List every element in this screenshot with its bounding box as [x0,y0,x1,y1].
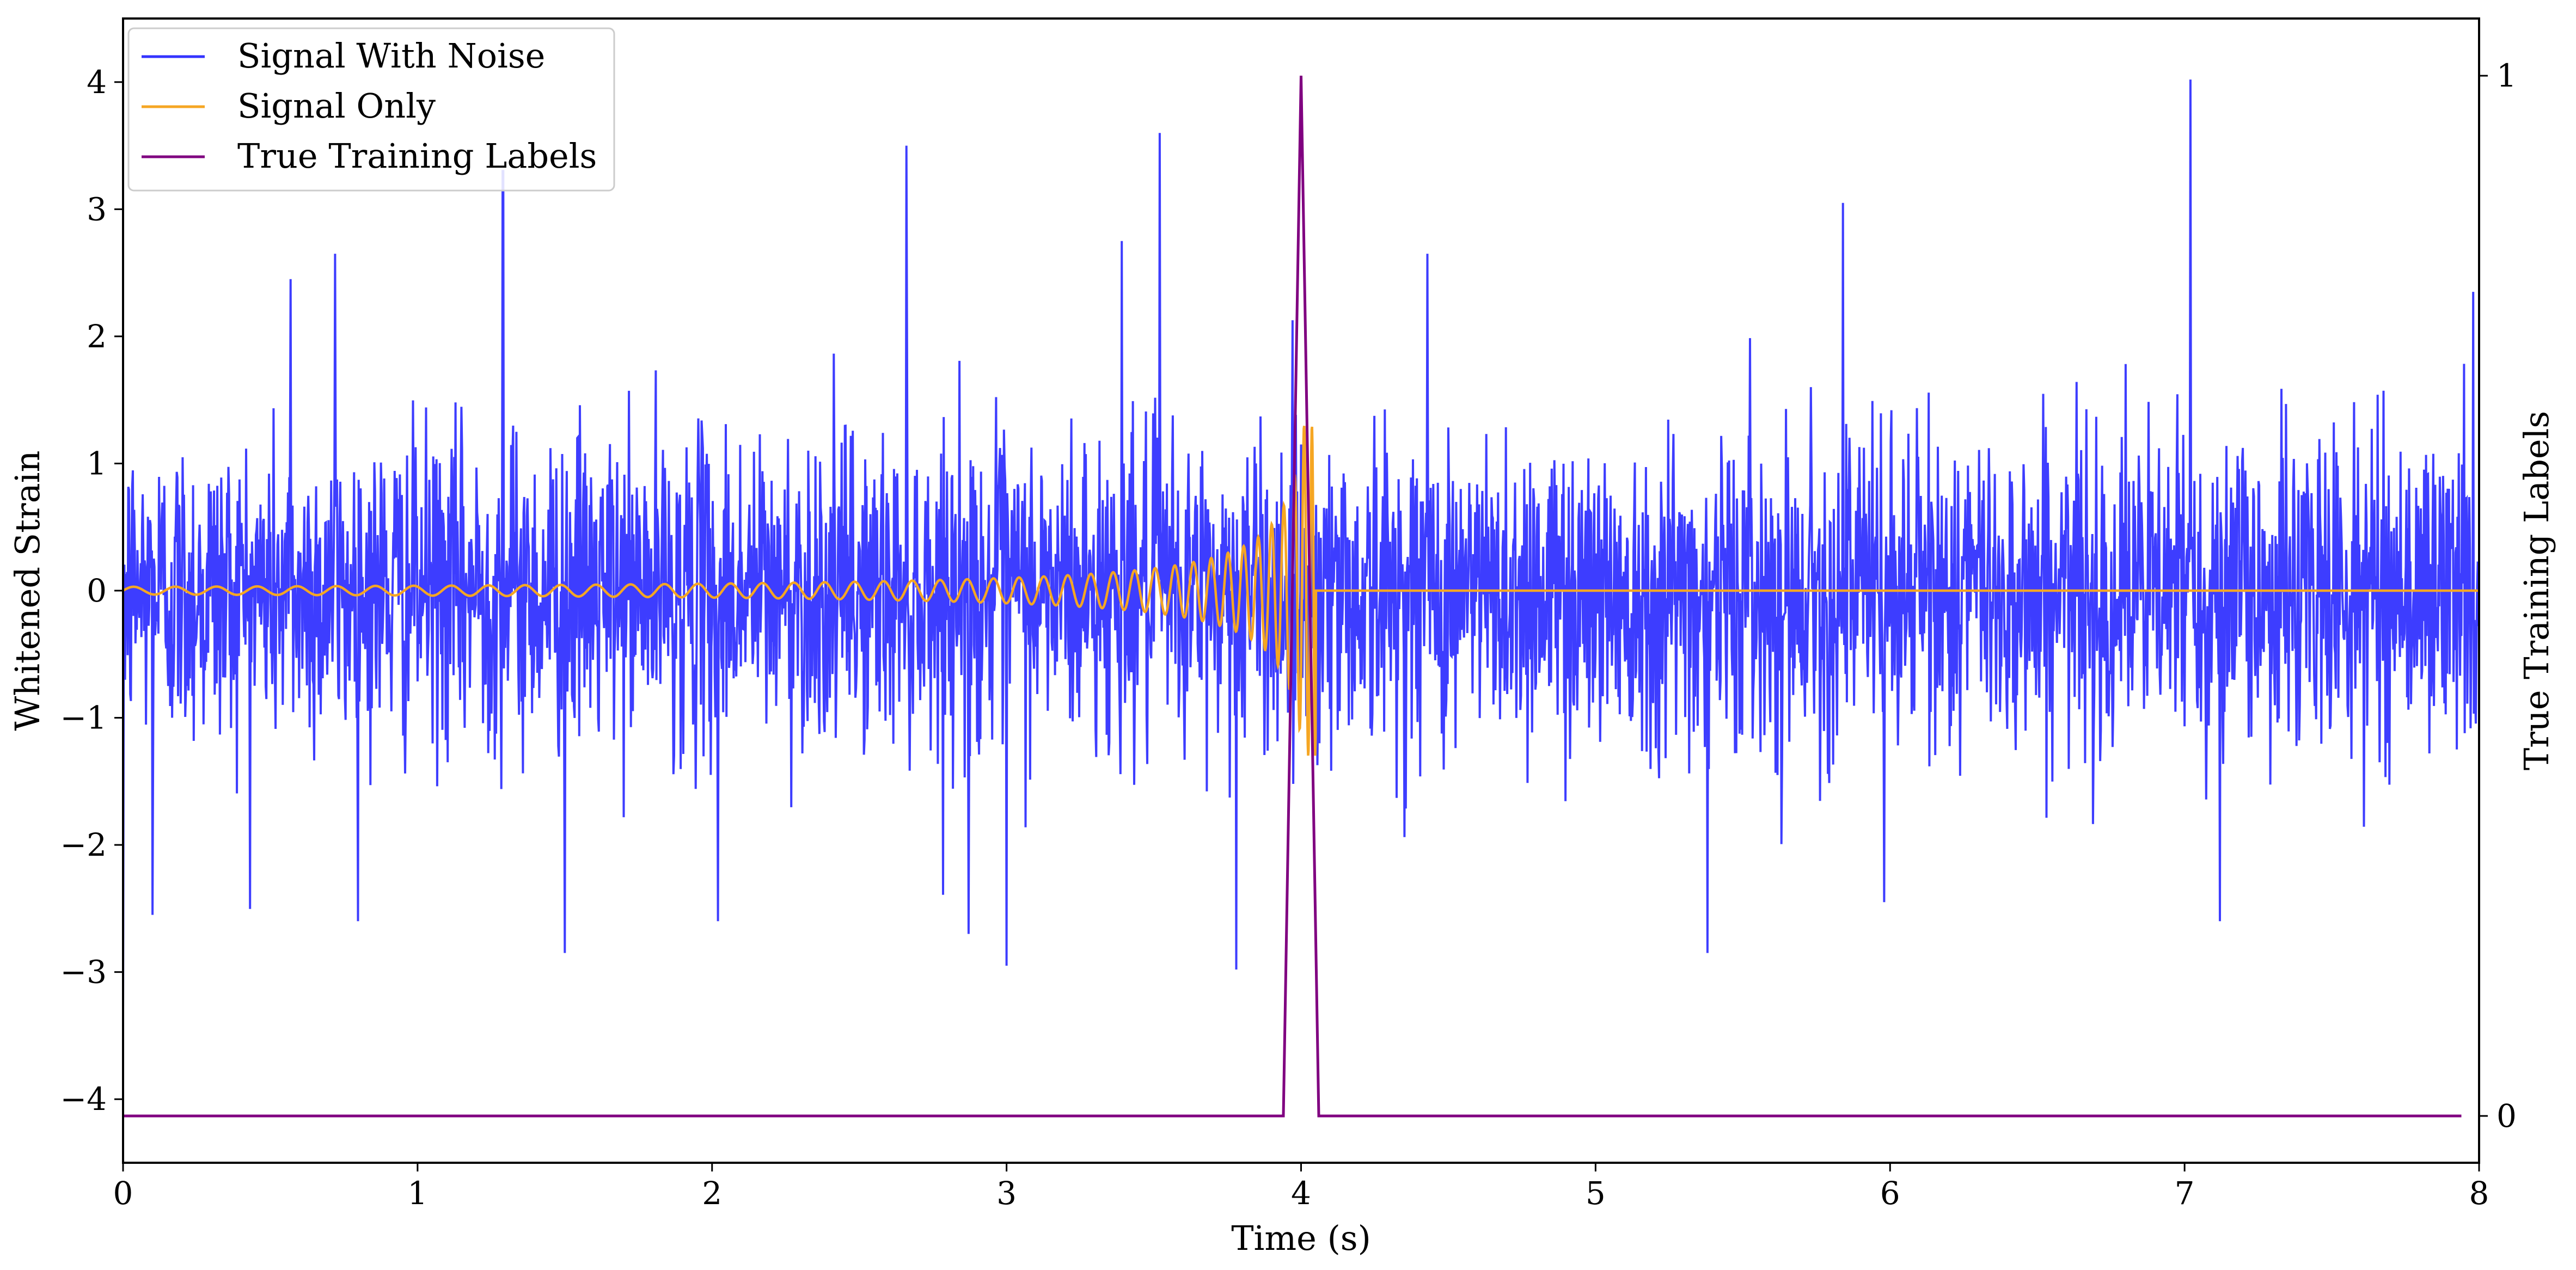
y-tick-label: 0 [87,572,107,609]
x-tick-label: 3 [996,1175,1017,1212]
y-tick-label: 3 [87,191,107,228]
y-tick-label: 1 [87,445,107,482]
x-tick-label: 6 [1880,1175,1900,1212]
x-tick-label: 4 [1291,1175,1311,1212]
series-true-training-labels [123,76,2462,1118]
y-tick-label: −2 [60,826,107,863]
series-layer [123,76,2479,1118]
x-axis-label: Time (s) [1231,1218,1371,1258]
legend: Signal With Noise Signal Only True Trainin… [127,27,615,192]
y-tick-label: −3 [60,954,107,991]
x-tick-label: 1 [407,1175,427,1212]
axes-layer: 0 1 2 3 4 5 6 7 8 −4 −3 −2 −1 0 1 2 3 4 0 1 [60,57,2517,1212]
y-tick-label: 2 [87,318,107,355]
y2-tick-label: 1 [2497,57,2517,94]
x-tick-label: 2 [702,1175,722,1212]
y2-axis-label: True Training Labels [2517,411,2556,770]
series-signal-with-noise [123,79,2479,1010]
legend-label: Signal Only [237,86,436,126]
legend-label: Signal With Noise [237,36,545,76]
x-tick-label: 5 [1586,1175,1606,1212]
y-tick-label: −4 [60,1081,107,1118]
y-tick-label: −1 [60,700,107,737]
x-tick-label: 0 [113,1175,133,1212]
y-axis-label: Whitened Strain [8,451,47,731]
series-signal-only [123,426,2479,756]
y-tick-label: 4 [87,64,107,101]
x-tick-label: 8 [2469,1175,2489,1212]
legend-box [127,27,615,192]
legend-label: True Training Labels [237,136,597,176]
y2-tick-label: 0 [2497,1097,2517,1134]
x-tick-label: 7 [2175,1175,2195,1212]
